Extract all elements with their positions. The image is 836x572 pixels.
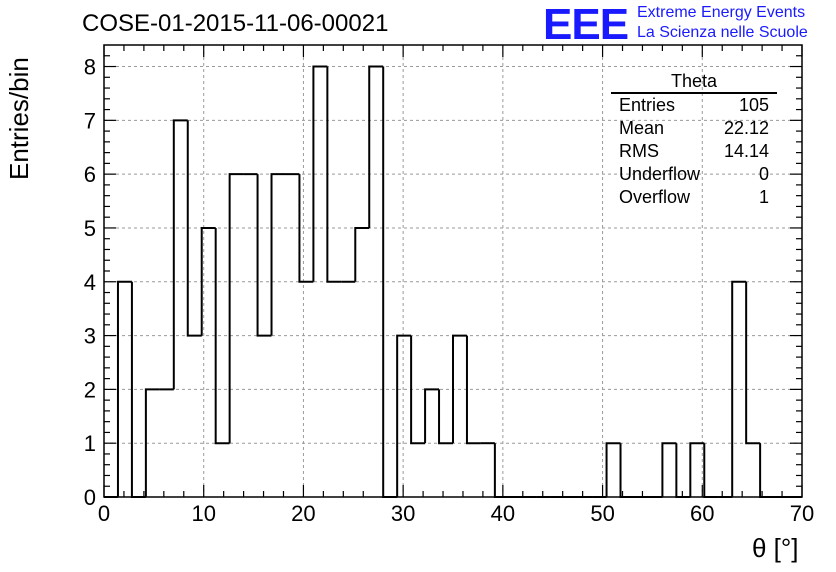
- histogram-bin: [605, 442, 621, 497]
- y-tick-label: 6: [84, 162, 96, 187]
- y-tick-label: 4: [84, 270, 96, 295]
- x-tick-label: 60: [690, 501, 714, 526]
- x-tick-label: 10: [191, 501, 215, 526]
- logo-line-2: La Scienza nelle Scuole: [637, 24, 808, 41]
- x-axis-ticks: 0 10 20 30 40 50 60 70: [98, 45, 814, 526]
- stats-row-rms: RMS 14.14: [611, 140, 777, 163]
- y-axis-label: Entries/bin: [4, 57, 34, 180]
- histogram-bin: [689, 442, 705, 497]
- stats-value: 14.14: [723, 141, 769, 161]
- y-axis-ticks: 0 1 2 3 4 5 6 7 8: [84, 55, 802, 510]
- histogram-bin: [745, 281, 761, 445]
- histogram-bin: [186, 120, 202, 337]
- histogram-bin: [354, 226, 370, 282]
- histogram-bin: [256, 174, 272, 337]
- histogram-bin: [493, 443, 509, 498]
- eee-logo: EEE: [543, 0, 629, 49]
- y-tick-label: 2: [84, 377, 96, 402]
- chart-title: COSE-01-2015-11-06-00021: [82, 10, 389, 37]
- stats-row-overflow: Overflow 1: [611, 186, 777, 209]
- histogram-bin: [214, 227, 230, 445]
- histogram-bin: [465, 335, 481, 445]
- y-tick-label: 5: [84, 216, 96, 241]
- stats-value: 22.12: [723, 118, 769, 138]
- histogram-bin: [619, 443, 635, 498]
- histogram-bin: [312, 65, 328, 282]
- histogram-bin: [200, 226, 216, 336]
- stats-value: 1: [758, 187, 769, 207]
- histogram-bin: [270, 173, 286, 336]
- x-tick-label: 40: [491, 501, 515, 526]
- histogram-bin: [703, 443, 719, 498]
- histogram-bin: [410, 335, 426, 445]
- y-tick-label: 3: [84, 324, 96, 349]
- logo-line-1: Extreme Energy Events: [637, 4, 806, 21]
- x-tick-label: 50: [590, 501, 614, 526]
- histogram-bin: [438, 389, 453, 445]
- stats-row-entries: Entries 105: [611, 94, 777, 117]
- y-tick-label: 1: [84, 431, 96, 456]
- histogram-bin: [731, 280, 747, 497]
- stats-label: Underflow: [619, 164, 701, 184]
- y-tick-label: 0: [84, 485, 96, 510]
- histogram-bin: [382, 66, 398, 498]
- histogram-bin: [396, 334, 412, 497]
- histogram-bin: [368, 65, 384, 228]
- x-tick-label: 20: [291, 501, 315, 526]
- stats-value: 0: [758, 164, 769, 184]
- histogram-bin: [298, 174, 314, 283]
- stats-label: Entries: [619, 95, 676, 115]
- x-axis-label: θ [°]: [752, 533, 799, 563]
- histogram-bin: [144, 388, 160, 497]
- x-tick-label: 30: [391, 501, 415, 526]
- histogram-bin: [326, 66, 342, 283]
- stats-label: RMS: [619, 141, 659, 161]
- stats-row-underflow: Underflow 0: [611, 163, 777, 186]
- histogram-bin: [228, 173, 244, 444]
- stats-value: 105: [738, 95, 769, 115]
- histogram-bin: [759, 443, 775, 498]
- x-tick-label: 70: [790, 501, 814, 526]
- histogram-bin: [661, 442, 677, 497]
- stats-label: Mean: [619, 118, 665, 138]
- stats-box: Theta Entries 105 Mean 22.12 RMS 14.14 U…: [611, 70, 777, 209]
- histogram-bin: [452, 334, 467, 444]
- stats-row-mean: Mean 22.12: [611, 117, 777, 140]
- stats-label: Overflow: [619, 187, 691, 207]
- y-tick-label: 8: [84, 55, 96, 80]
- histogram-bin: [116, 280, 132, 497]
- histogram-bin: [424, 388, 440, 444]
- histogram-bin: [675, 443, 691, 498]
- stats-title: Theta: [611, 70, 777, 94]
- y-tick-label: 7: [84, 108, 96, 133]
- x-tick-label: 0: [98, 501, 110, 526]
- histogram-bin: [172, 119, 188, 390]
